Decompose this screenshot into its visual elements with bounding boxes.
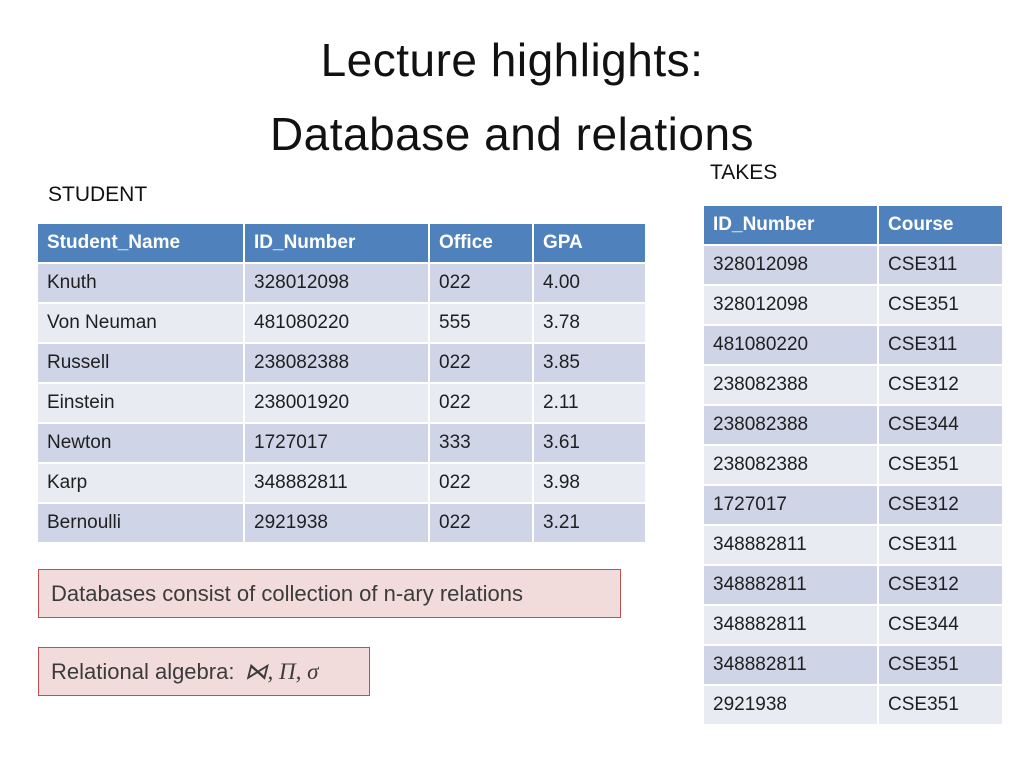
table-row: 1727017 CSE312 [702, 484, 1004, 526]
table-cell: 328012098 [243, 262, 430, 304]
slide-title-line2: Database and relations [269, 107, 755, 160]
relational-algebra-text: Relational algebra: [51, 658, 235, 684]
table-cell: CSE344 [877, 604, 1004, 646]
takes-table-header: ID_Number Course [702, 204, 1004, 246]
slide-title-line1: Lecture highlights: [320, 34, 704, 86]
table-row: 348882811 CSE351 [702, 644, 1004, 686]
table-cell: 328012098 [702, 284, 879, 326]
table-cell: 3.98 [532, 462, 647, 504]
table-cell: 238082388 [702, 444, 879, 486]
table-row: 348882811 CSE311 [702, 524, 1004, 566]
table-cell: CSE351 [877, 284, 1004, 326]
table-cell: 2921938 [702, 684, 879, 726]
slide-title: Lecture highlights: Database and relatio… [0, 24, 1024, 171]
table-cell: CSE351 [877, 444, 1004, 486]
table-cell: Karp [36, 462, 245, 504]
table-cell: CSE312 [877, 484, 1004, 526]
table-cell: CSE351 [877, 644, 1004, 686]
table-cell: 238082388 [702, 404, 879, 446]
table-cell: 022 [428, 502, 534, 544]
table-cell: 3.85 [532, 342, 647, 384]
column-header: Office [428, 222, 534, 264]
table-cell: 481080220 [243, 302, 430, 344]
table-cell: Einstein [36, 382, 245, 424]
table-cell: 022 [428, 262, 534, 304]
student-table-body: Knuth 328012098 022 4.00 Von Neuman 481080220… [36, 262, 647, 544]
table-row: Bernoulli 2921938 022 3.21 [36, 502, 647, 544]
table-cell: 1727017 [243, 422, 430, 464]
table-row: 328012098 CSE351 [702, 284, 1004, 326]
table-cell: Bernoulli [36, 502, 245, 544]
table-row: Newton 1727017 333 3.61 [36, 422, 647, 464]
table-row: Von Neuman 481080220 555 3.78 [36, 302, 647, 344]
takes-table-body: 328012098 CSE311 328012098 CSE351 481080220 C… [702, 244, 1004, 726]
table-row: 348882811 CSE344 [702, 604, 1004, 646]
table-row: Karp 348882811 022 3.98 [36, 462, 647, 504]
table-row: Russell 238082388 022 3.85 [36, 342, 647, 384]
table-cell: 348882811 [243, 462, 430, 504]
table-cell: Newton [36, 422, 245, 464]
table-cell: 1727017 [702, 484, 879, 526]
table-row: 238082388 CSE312 [702, 364, 1004, 406]
relational-algebra-callout-box: Relational algebra: ⋈, Π, σ [38, 647, 370, 696]
table-cell: CSE312 [877, 364, 1004, 406]
table-cell: 2.11 [532, 382, 647, 424]
table-row: 348882811 CSE312 [702, 564, 1004, 606]
databases-callout-box: Databases consist of collection of n-ary… [38, 569, 621, 618]
table-cell: 022 [428, 342, 534, 384]
table-row: Einstein 238001920 022 2.11 [36, 382, 647, 424]
table-cell: CSE312 [877, 564, 1004, 606]
column-header: ID_Number [702, 204, 879, 246]
table-cell: 238001920 [243, 382, 430, 424]
table-cell: 3.61 [532, 422, 647, 464]
table-cell: 022 [428, 462, 534, 504]
table-cell: Von Neuman [36, 302, 245, 344]
table-cell: CSE351 [877, 684, 1004, 726]
column-header: ID_Number [243, 222, 430, 264]
table-row: 328012098 CSE311 [702, 244, 1004, 286]
table-cell: 3.21 [532, 502, 647, 544]
table-cell: 348882811 [702, 524, 879, 566]
table-cell: Knuth [36, 262, 245, 304]
takes-table: ID_Number Course 328012098 CSE311 328012098… [702, 204, 1004, 726]
student-table-label: STUDENT [48, 183, 148, 206]
column-header: Student_Name [36, 222, 245, 264]
table-row: 2921938 CSE351 [702, 684, 1004, 726]
table-row: 238082388 CSE344 [702, 404, 1004, 446]
table-cell: 481080220 [702, 324, 879, 366]
table-cell: 238082388 [702, 364, 879, 406]
table-cell: 3.78 [532, 302, 647, 344]
table-cell: CSE311 [877, 524, 1004, 566]
student-table-header: Student_Name ID_Number Office GPA [36, 222, 647, 264]
table-cell: 348882811 [702, 564, 879, 606]
header-row: Student_Name ID_Number Office GPA [36, 222, 647, 264]
table-cell: 333 [428, 422, 534, 464]
table-cell: CSE311 [877, 324, 1004, 366]
table-cell: 238082388 [243, 342, 430, 384]
column-header: GPA [532, 222, 647, 264]
table-cell: Russell [36, 342, 245, 384]
table-cell: 4.00 [532, 262, 647, 304]
relational-algebra-symbols: ⋈, Π, σ [244, 658, 319, 684]
table-cell: 555 [428, 302, 534, 344]
table-cell: 348882811 [702, 604, 879, 646]
databases-callout-text: Databases consist of collection of n-ary… [51, 580, 524, 606]
table-cell: 328012098 [702, 244, 879, 286]
table-cell: CSE344 [877, 404, 1004, 446]
table-cell: CSE311 [877, 244, 1004, 286]
table-cell: 2921938 [243, 502, 430, 544]
header-row: ID_Number Course [702, 204, 1004, 246]
table-row: 238082388 CSE351 [702, 444, 1004, 486]
table-cell: 022 [428, 382, 534, 424]
column-header: Course [877, 204, 1004, 246]
table-cell: 348882811 [702, 644, 879, 686]
student-table: Student_Name ID_Number Office GPA Knuth 3280… [36, 222, 647, 544]
table-row: 481080220 CSE311 [702, 324, 1004, 366]
takes-table-label: TAKES [710, 161, 778, 184]
table-row: Knuth 328012098 022 4.00 [36, 262, 647, 304]
